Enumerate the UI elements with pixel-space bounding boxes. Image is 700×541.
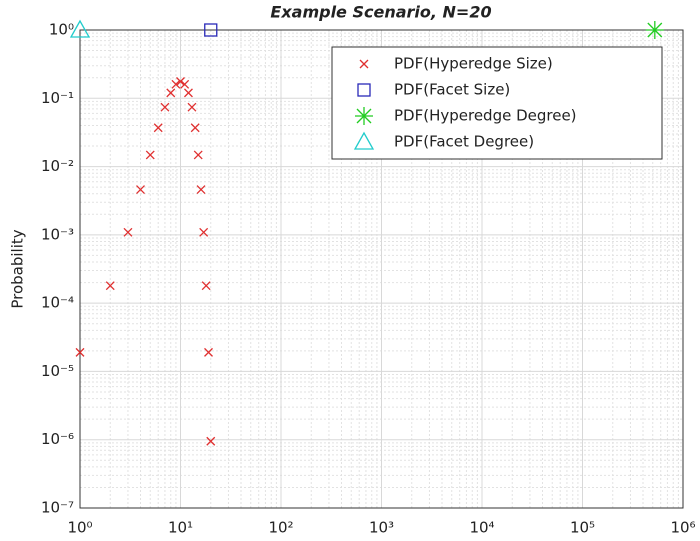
chart-title: Example Scenario, N=20 (270, 3, 491, 22)
marker-stroke (193, 150, 203, 160)
y-tick-label: 10⁻⁶ (41, 430, 74, 448)
marker-stroke (145, 150, 155, 160)
marker-stroke (183, 88, 193, 98)
legend-box (331, 46, 663, 160)
marker-stroke (647, 22, 663, 38)
marker-stroke (196, 185, 206, 195)
y-tick-label: 10⁻⁷ (41, 499, 74, 517)
y-tick-label: 10⁰ (49, 21, 74, 39)
x-tick-label: 10² (268, 519, 293, 537)
plot-frame (79, 29, 684, 509)
marker-stroke (123, 227, 133, 237)
marker-shape (204, 23, 218, 37)
marker-asterisk (355, 107, 373, 125)
marker-x (136, 185, 145, 195)
marker-triangle (353, 131, 375, 150)
marker-stroke (136, 185, 145, 195)
marker-x (193, 150, 203, 160)
legend-label: PDF(Facet Degree) (394, 133, 534, 151)
legend-label: PDF(Facet Size) (394, 81, 510, 99)
marker-stroke (160, 102, 170, 112)
x-tick-label: 10³ (369, 519, 394, 537)
marker-shape (353, 131, 375, 150)
marker-square (204, 23, 218, 37)
marker-x (75, 347, 85, 357)
y-tick-label: 10⁻⁴ (41, 294, 74, 312)
marker-x (180, 79, 190, 89)
marker-x (187, 102, 197, 112)
x-tick-label: 10⁰ (67, 519, 92, 537)
marker-stroke (204, 347, 213, 357)
y-tick-label: 10⁻¹ (41, 89, 74, 107)
y-tick-label: 10⁻⁵ (41, 362, 74, 380)
marker-x (204, 347, 213, 357)
marker-x (196, 185, 206, 195)
marker-stroke (171, 79, 181, 89)
marker-triangle (69, 19, 91, 38)
y-tick-label: 10⁻² (41, 157, 74, 175)
marker-stroke (190, 123, 200, 133)
y-axis-label: Probability (9, 229, 27, 308)
legend-label: PDF(Hyperedge Size) (394, 55, 553, 73)
marker-stroke (201, 281, 211, 291)
marker-stroke (153, 123, 163, 133)
y-tick-label: 10⁻³ (41, 225, 74, 243)
marker-stroke (75, 347, 85, 357)
marker-x (123, 227, 133, 237)
marker-x (145, 150, 155, 160)
marker-stroke (359, 59, 369, 69)
marker-stroke (187, 102, 197, 112)
legend-label: PDF(Hyperedge Degree) (394, 107, 577, 125)
marker-x (171, 79, 181, 89)
marker-x (160, 102, 170, 112)
marker-stroke (356, 108, 372, 124)
marker-asterisk (645, 21, 664, 39)
marker-x (105, 281, 115, 291)
marker-x (153, 123, 163, 133)
marker-stroke (166, 88, 176, 98)
marker-x (359, 59, 369, 69)
marker-shape (357, 83, 371, 97)
marker-x (166, 88, 176, 98)
marker-shape (69, 19, 91, 38)
marker-x (201, 281, 211, 291)
x-tick-label: 10⁵ (570, 519, 595, 537)
marker-x (199, 227, 209, 237)
x-tick-label: 10⁴ (469, 519, 494, 537)
x-tick-label: 10¹ (168, 519, 193, 537)
marker-x (190, 123, 200, 133)
marker-stroke (206, 436, 216, 446)
marker-stroke (176, 77, 185, 86)
marker-x (206, 436, 216, 446)
marker-x (176, 77, 185, 86)
marker-stroke (199, 227, 209, 237)
marker-x (183, 88, 193, 98)
marker-stroke (105, 281, 115, 291)
marker-stroke (180, 79, 190, 89)
marker-square (357, 83, 371, 97)
x-tick-label: 10⁶ (670, 519, 695, 537)
